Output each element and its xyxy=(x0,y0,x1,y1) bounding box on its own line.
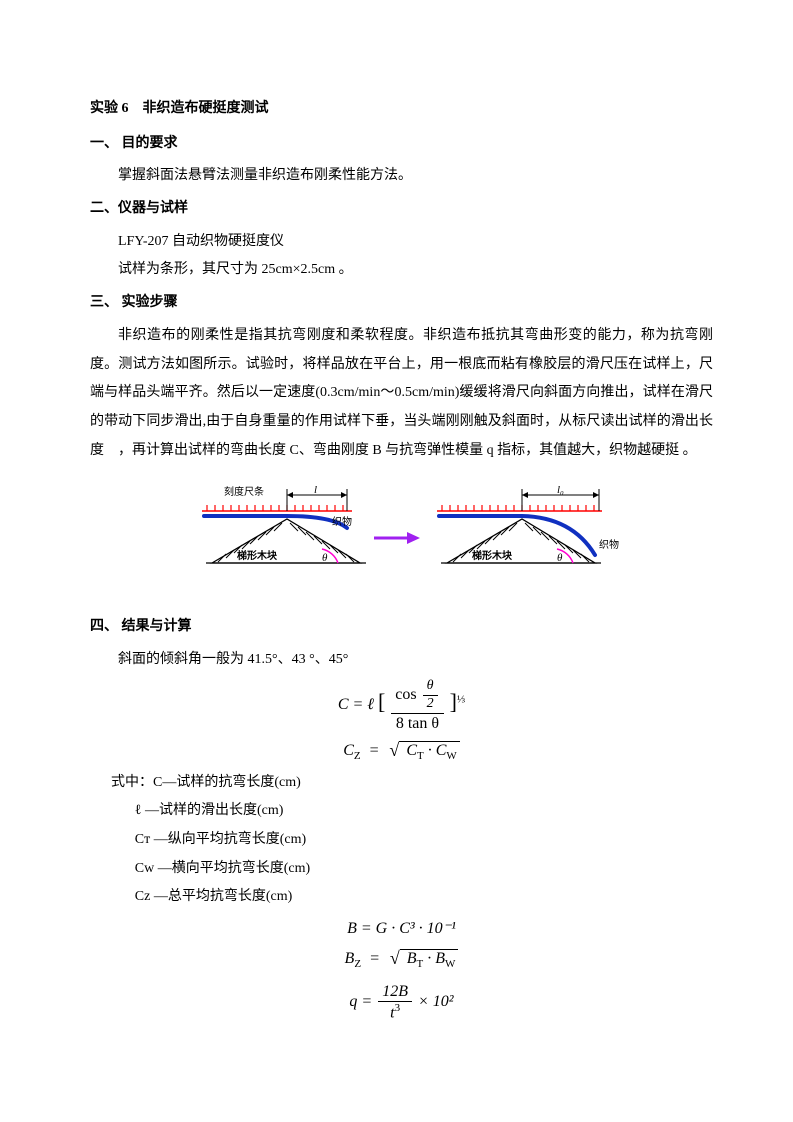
section-4-head: 四、 结果与计算 xyxy=(90,613,713,642)
def-cw: Cᴡ —横向平均抗弯长度(cm) xyxy=(135,855,713,884)
formula-c: C = ℓ [ cos θ 2 8 tan θ ]⅓ xyxy=(90,678,713,733)
method-diagram: l 刻度尺条 织物 xyxy=(90,483,713,595)
fabric-label-left: 织物 xyxy=(332,515,352,528)
block-label-right: 梯形木块 xyxy=(472,549,513,562)
def-ct: Cᴛ —纵向平均抗弯长度(cm) xyxy=(135,826,713,855)
formula-b: B = G · C³ · 10⁻¹ xyxy=(90,918,713,940)
formula-bz: BZ = BT · BW xyxy=(90,945,713,973)
l-label: l xyxy=(314,484,317,496)
angles-line: 斜面的倾斜角一般为 41.5°、43 °、45° xyxy=(90,646,713,675)
section-2-sample: 试样为条形，其尺寸为 25cm×2.5cm 。 xyxy=(90,256,713,285)
section-3-body: 非织造布的刚柔性是指其抗弯刚度和柔软程度。非织造布抵抗其弯曲形变的能力，称为抗弯… xyxy=(90,322,713,465)
theta-label-right: θ xyxy=(557,552,563,564)
section-2-instrument: LFY-207 自动织物硬挺度仪 xyxy=(90,228,713,257)
ruler-label-left: 刻度尺条 xyxy=(224,485,264,498)
formula-cz: CZ = CT · CW xyxy=(90,737,713,765)
section-3-head: 三、 实验步骤 xyxy=(90,289,713,318)
def-cz: Cᴢ —总平均抗弯长度(cm) xyxy=(135,883,713,912)
l0-label: l₀ xyxy=(557,484,564,496)
formula-q: q = 12B t3 × 10² xyxy=(90,982,713,1023)
block-label-left: 梯形木块 xyxy=(237,549,278,562)
theta-label-left: θ xyxy=(322,552,328,564)
section-2-head: 二、仪器与试样 xyxy=(90,195,713,224)
def-l: ℓ —试样的滑出长度(cm) xyxy=(135,797,713,826)
definitions-list: ℓ —试样的滑出长度(cm) Cᴛ —纵向平均抗弯长度(cm) Cᴡ —横向平均… xyxy=(135,797,713,912)
defs-intro: 式中：C—试样的抗弯长度(cm) xyxy=(90,769,713,798)
arrow-icon xyxy=(374,532,420,544)
section-1-head: 一、 目的要求 xyxy=(90,130,713,159)
section-1-body: 掌握斜面法悬臂法测量非织造布刚柔性能方法。 xyxy=(90,162,713,191)
page-title: 实验 6 非织造布硬挺度测试 xyxy=(90,95,713,124)
fabric-label-right: 织物 xyxy=(599,538,619,551)
